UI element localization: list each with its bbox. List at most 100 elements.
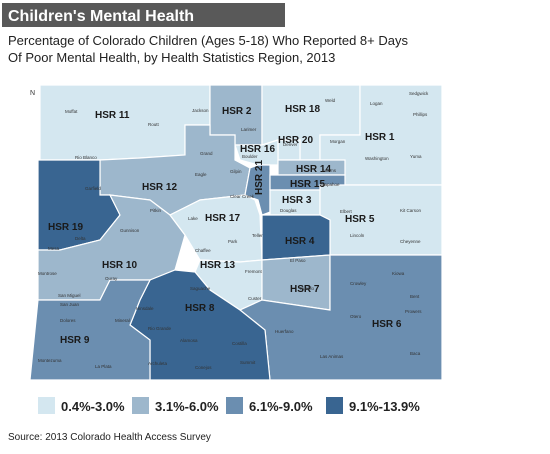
region-label: HSR 4 — [285, 236, 315, 247]
legend: 0.4%-3.0% 3.1%-6.0% 6.1%-9.0% 9.1%-13.9% — [38, 397, 420, 414]
county-label: Bent — [410, 294, 420, 299]
legend-label: 6.1%-9.0% — [249, 399, 313, 414]
region-label: HSR 3 — [282, 195, 312, 206]
county-label: Gilpin — [230, 169, 242, 174]
legend-label: 0.4%-3.0% — [61, 399, 125, 414]
county-label: Sedgwick — [409, 91, 429, 96]
county-label: La Plata — [95, 364, 112, 369]
region-label: HSR 12 — [142, 182, 177, 193]
county-label: Pueblo — [300, 286, 315, 291]
region-label: HSR 15 — [290, 179, 325, 190]
county-label: Costilla — [232, 341, 247, 346]
county-label: Moffat — [65, 109, 78, 114]
title: Children's Mental Health — [8, 8, 194, 25]
region-label: HSR 11 — [95, 110, 130, 121]
county-label: Ouray — [105, 276, 118, 281]
county-label: Larimer — [241, 127, 257, 132]
county-label: Arapahoe — [320, 182, 340, 187]
county-label: Cheyenne — [400, 239, 421, 244]
county-label: Adams — [322, 168, 337, 173]
county-label: Rio Grande — [148, 326, 172, 331]
north-arrow: N — [30, 90, 35, 97]
source: Source: 2013 Colorado Health Access Surv… — [8, 432, 211, 443]
county-label: Morgan — [330, 139, 346, 144]
county-label: Summit — [240, 360, 256, 365]
region — [261, 214, 331, 261]
region-label: HSR 7 — [290, 284, 320, 295]
region — [29, 279, 151, 381]
region-label: HSR 1 — [365, 132, 395, 143]
county-label: Delta — [75, 236, 86, 241]
county-label: Montezuma — [38, 358, 62, 363]
county-label: Teller — [252, 233, 263, 238]
county-label: Fremont — [245, 269, 263, 274]
county-label: Weld — [325, 98, 336, 103]
county-label: Dolores — [60, 318, 76, 323]
county-label: Kit Carson — [400, 208, 422, 213]
region-labels: HSR 11 HSR 2 HSR 18 HSR 1 HSR 20 HSR 16 … — [48, 104, 402, 346]
county-label: Mineral — [115, 318, 130, 323]
region — [319, 184, 443, 256]
region-label: HSR 2 — [222, 106, 252, 117]
region-label: HSR 6 — [372, 319, 402, 330]
region-label: HSR 9 — [60, 335, 90, 346]
county-label: San Juan — [60, 302, 80, 307]
county-label: Yuma — [410, 154, 422, 159]
region-label: HSR 18 — [285, 104, 320, 115]
county-label: Las Animas — [320, 354, 344, 359]
county-label: Mesa — [48, 246, 60, 251]
county-label: Logan — [370, 101, 383, 106]
region-label: HSR 20 — [278, 135, 313, 146]
region-label: HSR 5 — [345, 214, 375, 225]
map — [29, 84, 443, 381]
legend-swatch — [38, 397, 55, 414]
county-label: Garfield — [85, 186, 101, 191]
region-label: HSR 19 — [48, 222, 83, 233]
county-label: Saguache — [190, 286, 211, 291]
region-label: HSR 17 — [205, 213, 240, 224]
county-label: Chaffee — [195, 248, 211, 253]
region-label: HSR 21 — [254, 160, 265, 195]
county-label: Lincoln — [350, 233, 365, 238]
county-label: Prowers — [405, 309, 422, 314]
county-label: Archuleta — [148, 361, 168, 366]
subtitle-line: Of Poor Mental Health, by Health Statist… — [8, 50, 335, 65]
county-label: Baca — [410, 351, 421, 356]
county-label: Douglas — [280, 208, 297, 213]
county-label: Denver — [283, 142, 298, 147]
county-label: Phillips — [413, 112, 428, 117]
county-label: Jackson — [192, 108, 209, 113]
county-label: Rio Blanco — [75, 155, 97, 160]
region-label: HSR 14 — [296, 164, 331, 175]
county-label: Pitkin — [150, 208, 162, 213]
legend-label: 3.1%-6.0% — [155, 399, 219, 414]
county-label: Montrose — [38, 271, 57, 276]
legend-swatch — [132, 397, 149, 414]
county-label: Routt — [148, 122, 160, 127]
county-label: Lake — [188, 216, 198, 221]
county-label: Grand — [200, 151, 213, 156]
subtitle-line: Percentage of Colorado Children (Ages 5-… — [8, 33, 408, 48]
county-label: Kiowa — [392, 271, 405, 276]
region-label: HSR 8 — [185, 303, 215, 314]
county-label: Custer — [248, 296, 262, 301]
county-label: Gunnison — [120, 228, 140, 233]
county-label: Alamosa — [180, 338, 198, 343]
county-label: Elbert — [340, 209, 353, 214]
county-labels: Moffat Routt Jackson Larimer Weld Logan Sedg… — [38, 91, 429, 370]
county-label: San Miguel — [58, 293, 81, 298]
county-label: Crowley — [350, 281, 367, 286]
region-label: HSR 16 — [240, 144, 275, 155]
county-label: Park — [228, 239, 238, 244]
region-label: HSR 13 — [200, 260, 235, 271]
county-label: El Paso — [290, 258, 306, 263]
county-label: Eagle — [195, 172, 207, 177]
county-label: Conejos — [195, 365, 212, 370]
county-label: Hinsdale — [136, 306, 154, 311]
region-label: HSR 10 — [102, 260, 137, 271]
region — [244, 164, 271, 216]
county-label: Otero — [350, 314, 362, 319]
county-label: Huerfano — [275, 329, 294, 334]
legend-swatch — [326, 397, 343, 414]
